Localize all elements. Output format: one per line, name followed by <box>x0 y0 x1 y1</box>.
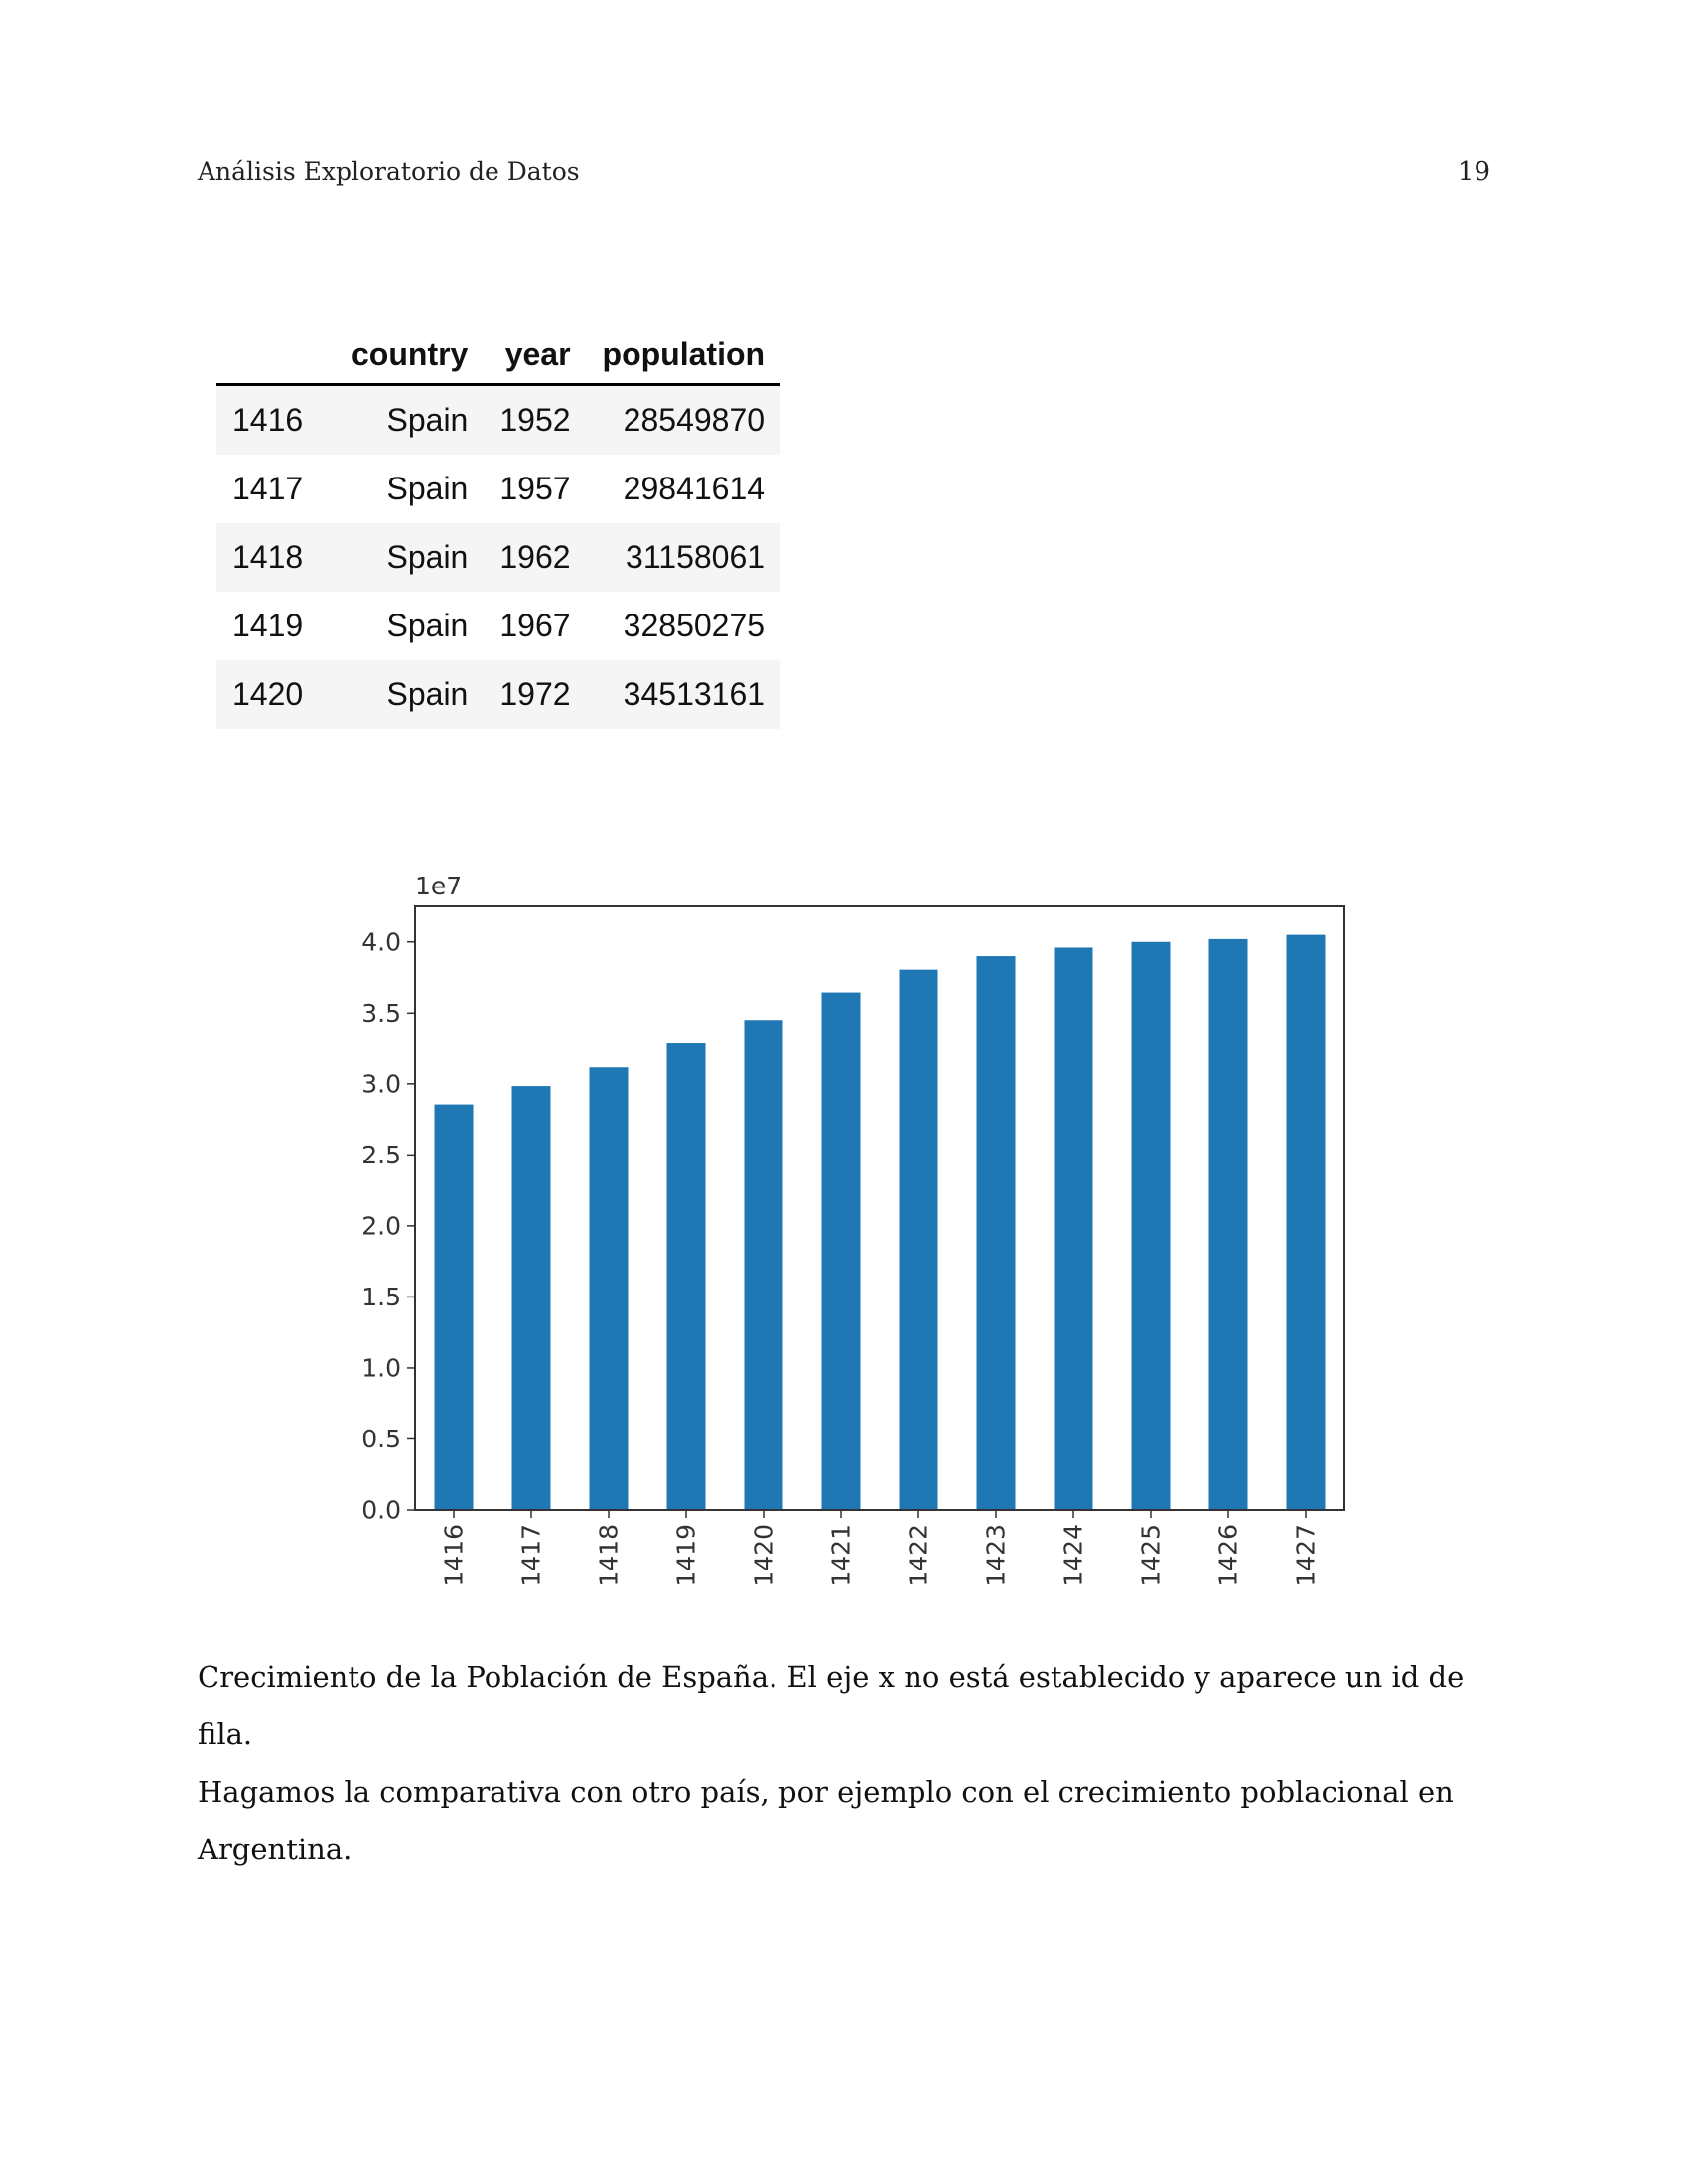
y-tick-label: 0.5 <box>361 1425 401 1453</box>
cell-population: 34513161 <box>623 676 766 712</box>
bar <box>1286 934 1326 1510</box>
y-tick-label: 2.5 <box>361 1141 401 1169</box>
table-row: 1419 Spain 1967 32850275 <box>216 592 780 660</box>
y-tick-label: 4.0 <box>361 927 401 956</box>
column-header-year: year <box>484 326 587 386</box>
column-header-country: country <box>336 326 485 386</box>
bar <box>899 969 938 1510</box>
row-index: 1418 <box>232 539 304 575</box>
bar <box>1131 941 1171 1510</box>
table-header-row: country year population <box>216 326 781 386</box>
bar <box>1208 938 1248 1510</box>
x-tick-label: 1424 <box>1059 1524 1088 1587</box>
cell-year: 1952 <box>499 402 571 438</box>
y-tick-label: 3.5 <box>361 999 401 1027</box>
row-index: 1420 <box>232 676 304 712</box>
y-tick-label: 2.0 <box>361 1211 401 1240</box>
x-tick-label: 1419 <box>672 1524 701 1587</box>
bar <box>589 1067 629 1510</box>
bar <box>1054 947 1093 1510</box>
page-number: 19 <box>1457 157 1490 187</box>
caption: Crecimiento de la Población de España. E… <box>198 1648 1508 1878</box>
x-tick-label: 1427 <box>1292 1524 1321 1587</box>
cell-year: 1967 <box>499 608 571 643</box>
cell-country: Spain <box>386 676 469 712</box>
document-title: Análisis Exploratorio de Datos <box>198 157 580 186</box>
cell-year: 1957 <box>499 471 571 506</box>
caption-line-2: Hagamos la comparativa con otro país, po… <box>198 1775 1454 1866</box>
bar <box>744 1020 783 1510</box>
population-bar-chart: 1416 1417 1418 1419 1420 1421 1422 1423 1424 1425… <box>361 872 1345 1587</box>
x-tick-label: 1423 <box>982 1524 1011 1587</box>
table-row: 1420 Spain 1972 34513161 <box>216 660 781 729</box>
cell-population: 28549870 <box>623 402 766 438</box>
cell-population: 31158061 <box>626 539 766 575</box>
table-row: 1416 Spain 1952 28549870 <box>216 384 781 455</box>
y-tick-label: 3.0 <box>361 1069 401 1098</box>
cell-country: Spain <box>386 608 469 643</box>
bar <box>511 1086 551 1510</box>
caption-line-1: Crecimiento de la Población de España. E… <box>198 1660 1465 1751</box>
plot-frame <box>414 905 1345 1511</box>
row-index: 1419 <box>232 608 304 643</box>
x-tick-label: 1421 <box>827 1524 856 1587</box>
x-tick-label: 1418 <box>595 1524 624 1587</box>
bar <box>976 956 1016 1510</box>
row-index: 1416 <box>232 402 304 438</box>
bar <box>434 1104 474 1510</box>
cell-population: 29841614 <box>623 471 766 506</box>
cell-year: 1962 <box>499 539 571 575</box>
cell-country: Spain <box>386 402 469 438</box>
x-tick-label: 1416 <box>440 1524 469 1587</box>
cell-country: Spain <box>386 539 469 575</box>
bar <box>666 1043 706 1510</box>
cell-country: Spain <box>386 471 469 506</box>
y-offset-label: 1e7 <box>415 872 462 900</box>
table-row: 1418 Spain 1962 31158061 <box>216 523 781 592</box>
x-tick-label: 1425 <box>1137 1524 1166 1587</box>
row-index: 1417 <box>232 471 304 506</box>
y-tick-label: 1.0 <box>361 1353 401 1382</box>
cell-population: 32850275 <box>623 608 766 643</box>
column-header-population: population <box>586 326 781 386</box>
x-tick-label: 1422 <box>905 1524 933 1587</box>
y-tick-label: 1.5 <box>361 1283 401 1311</box>
x-tick-label: 1420 <box>750 1524 778 1587</box>
table-row: 1417 Spain 1957 29841614 <box>216 455 780 523</box>
column-header-index <box>216 326 336 386</box>
x-tick-label: 1417 <box>517 1524 546 1587</box>
dataframe-table: country year population 1416 Spain 1952 … <box>216 326 781 729</box>
bar <box>821 992 861 1510</box>
cell-year: 1972 <box>499 676 571 712</box>
x-tick-label: 1426 <box>1214 1524 1243 1587</box>
y-tick-label: 0.0 <box>361 1496 401 1525</box>
